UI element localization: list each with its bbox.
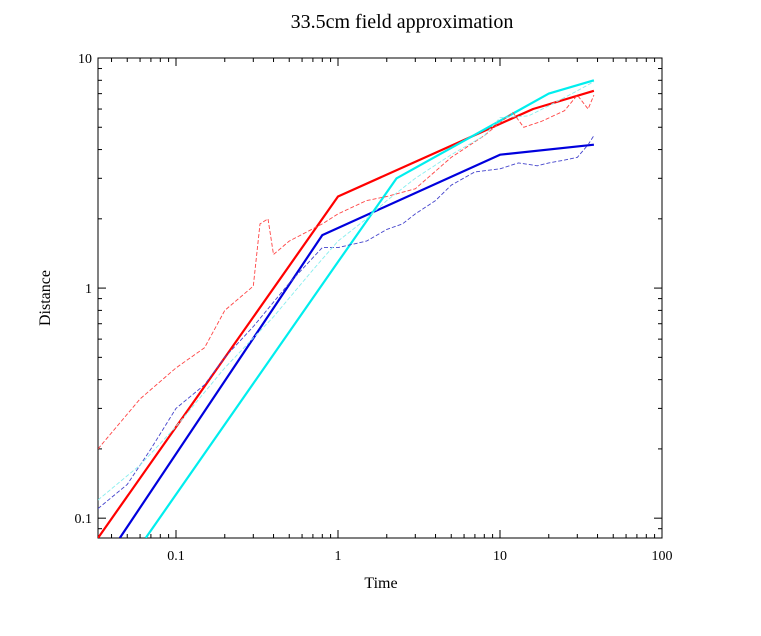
y-tick-label: 0.1: [75, 512, 93, 527]
y-axis-label: Distance: [37, 270, 54, 326]
x-tick-label: 100: [652, 549, 673, 564]
data-line-dashed-4: [98, 135, 595, 509]
x-tick-label: 0.1: [167, 549, 185, 564]
x-axis-label: Time: [364, 575, 397, 592]
chart-title: 33.5cm field approximation: [291, 11, 514, 33]
plot-frame: [97, 57, 663, 539]
x-tick-label: 10: [493, 549, 507, 564]
data-line-dashed-5: [98, 81, 595, 501]
x-tick-label: 1: [335, 549, 342, 564]
fit-line-1: [118, 143, 595, 538]
plot-area: 0.1 1 10 100 0.1 1 10: [75, 52, 673, 564]
fit-line-0: [98, 89, 595, 538]
fit-line-2: [144, 79, 595, 538]
data-line-dashed-3: [98, 94, 595, 450]
y-tick-label: 1: [85, 282, 92, 297]
y-tick-label: 10: [78, 52, 92, 67]
